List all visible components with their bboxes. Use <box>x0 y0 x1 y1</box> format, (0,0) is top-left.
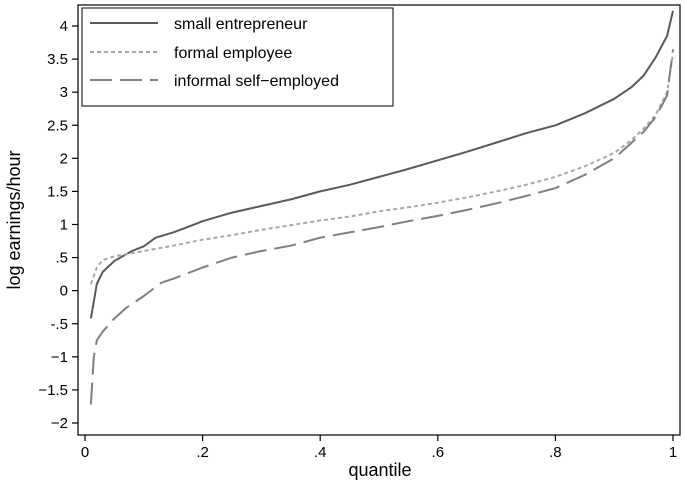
y-axis-title: log earnings/hour <box>4 150 24 289</box>
legend-label-informal-self-employed: informal self−employed <box>174 73 339 90</box>
y-tick-label: 1 <box>60 217 68 234</box>
y-tick-label: −1.5 <box>38 382 68 399</box>
legend-box <box>81 7 394 107</box>
y-tick-label: 1.5 <box>47 183 68 200</box>
series-line-informal-self-employed <box>89 49 674 405</box>
legend: small entrepreneur formal employee infor… <box>81 7 394 107</box>
x-tick-label: .2 <box>196 444 209 461</box>
y-tick-label: 0 <box>60 283 68 300</box>
x-tick-label: 1 <box>669 444 677 461</box>
y-tick-label: 4 <box>60 18 68 35</box>
y-tick-label: 2 <box>60 150 68 167</box>
x-tick-label: .4 <box>314 444 327 461</box>
y-tick-label: 2.5 <box>47 117 68 134</box>
y-tick-label: .5 <box>55 250 68 267</box>
y-axis: 43.532.521.51.50-.5−1−1.5−2 <box>38 18 78 432</box>
series-line-small-entrepreneur <box>89 10 674 319</box>
x-axis: 0 .2 .4 .6 .8 1 <box>81 435 677 461</box>
legend-label-small-entrepreneur: small entrepreneur <box>174 16 308 33</box>
plot-frame <box>77 4 681 436</box>
x-axis-title: quantile <box>348 460 411 480</box>
x-tick-label: .6 <box>432 444 445 461</box>
series-line-formal-employee <box>89 53 674 285</box>
y-tick-label: −1 <box>51 349 68 366</box>
y-tick-label: −2 <box>51 415 68 432</box>
series-lines <box>89 10 674 405</box>
y-tick-label: -.5 <box>50 316 68 333</box>
y-tick-label: 3 <box>60 84 68 101</box>
x-tick-label: .8 <box>549 444 562 461</box>
x-tick-label: 0 <box>81 444 89 461</box>
legend-label-formal-employee: formal employee <box>174 45 292 62</box>
y-tick-label: 3.5 <box>47 51 68 68</box>
